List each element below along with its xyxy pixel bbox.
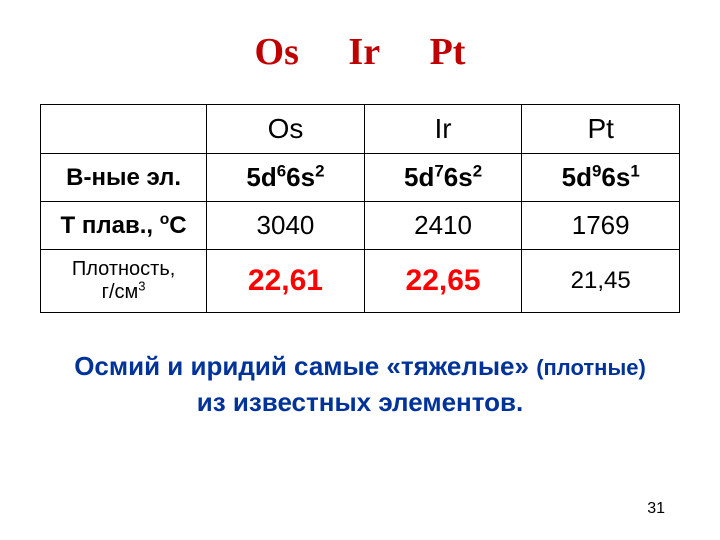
label-ec: В-ные эл. — [41, 154, 207, 202]
row-melting-temp: Т плав., оС 3040 2410 1769 — [41, 202, 680, 250]
page-number: 31 — [647, 500, 665, 518]
density-pt: 21,45 — [522, 250, 680, 313]
row-density: Плотность,г/см3 22,61 22,65 21,45 — [41, 250, 680, 313]
footer-line1b: (плотные) — [536, 355, 646, 380]
title-ir: Ir — [348, 31, 380, 73]
header-ir: Ir — [364, 105, 522, 154]
title-os: Os — [255, 31, 299, 73]
title-pt: Pt — [430, 31, 466, 73]
row-electron-config: В-ные эл. 5d66s2 5d76s2 5d96s1 — [41, 154, 680, 202]
footer-note: Осмий и иридий самые «тяжелые» (плотные)… — [40, 348, 680, 421]
temp-os: 3040 — [207, 202, 365, 250]
ec-ir: 5d76s2 — [364, 154, 522, 202]
table-header-row: Os Ir Pt — [41, 105, 680, 154]
header-pt: Pt — [522, 105, 680, 154]
ec-os: 5d66s2 — [207, 154, 365, 202]
header-os: Os — [207, 105, 365, 154]
header-blank — [41, 105, 207, 154]
label-temp: Т плав., оС — [41, 202, 207, 250]
label-density: Плотность,г/см3 — [41, 250, 207, 313]
footer-line1a: Осмий и иридий самые «тяжелые» — [74, 351, 536, 381]
temp-ir: 2410 — [364, 202, 522, 250]
density-os: 22,61 — [207, 250, 365, 313]
page-title: Os Ir Pt — [40, 30, 680, 74]
footer-line2: из известных элементов. — [197, 387, 523, 417]
ec-pt: 5d96s1 — [522, 154, 680, 202]
temp-pt: 1769 — [522, 202, 680, 250]
density-ir: 22,65 — [364, 250, 522, 313]
properties-table: Os Ir Pt В-ные эл. 5d66s2 5d76s2 5d96s1 … — [40, 104, 680, 313]
